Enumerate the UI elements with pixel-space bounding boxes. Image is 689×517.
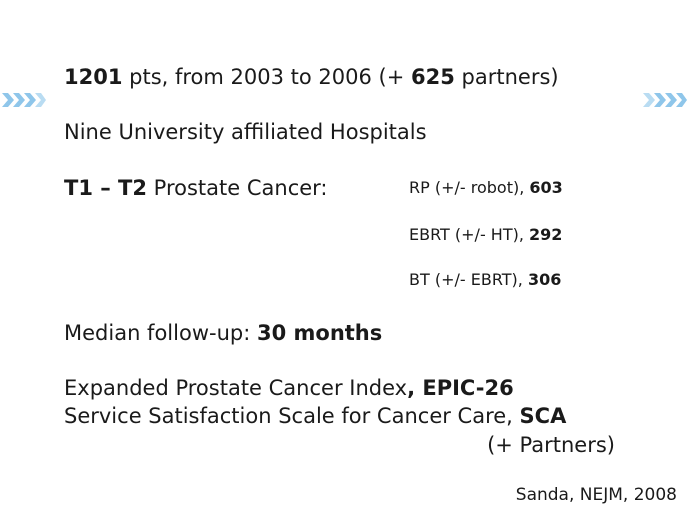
treatment-label: EBRT (+/- HT), xyxy=(409,225,530,244)
treatment-count: 306 xyxy=(527,270,562,289)
treatment-rp: RP (+/- robot), 603 xyxy=(409,178,563,198)
cancer-label: Prostate Cancer: xyxy=(147,176,328,200)
citation: Sanda, NEJM, 2008 xyxy=(515,485,677,505)
followup-label: Median follow-up: xyxy=(64,321,257,345)
instrument-label: Service Satisfaction Scale for Cancer Ca… xyxy=(64,404,520,428)
stage-label: T1 – T2 xyxy=(64,176,147,200)
stage-line: T1 – T2 Prostate Cancer: xyxy=(64,175,328,201)
partners-count: 625 xyxy=(411,65,455,89)
treatment-ebrt: EBRT (+/- HT), 292 xyxy=(409,225,562,245)
treatment-label: RP (+/- robot), xyxy=(409,178,530,197)
hospitals-line: Nine University affiliated Hospitals xyxy=(64,120,427,144)
patients-text: pts, from 2003 to 2006 (+ xyxy=(122,65,411,89)
partners-text: partners) xyxy=(454,65,559,89)
left-chevrons-icon xyxy=(2,92,46,108)
instrument-label: Expanded Prostate Cancer Index xyxy=(64,376,408,400)
treatment-label: BT (+/- EBRT), xyxy=(409,270,528,289)
partners-note: (+ Partners) xyxy=(487,433,615,457)
treatment-count: 603 xyxy=(529,178,563,197)
instrument-epic: Expanded Prostate Cancer Index, EPIC-26 xyxy=(64,375,514,401)
instrument-sca: Service Satisfaction Scale for Cancer Ca… xyxy=(64,403,566,429)
patients-line: 1201 pts, from 2003 to 2006 (+ 625 partn… xyxy=(64,64,559,90)
treatment-count: 292 xyxy=(529,225,563,244)
followup-line: Median follow-up: 30 months xyxy=(64,320,382,346)
instrument-abbr: SCA xyxy=(519,404,567,428)
patients-count: 1201 xyxy=(64,65,123,89)
treatment-bt: BT (+/- EBRT), 306 xyxy=(409,270,561,290)
instrument-abbr: , EPIC-26 xyxy=(407,376,514,400)
followup-value: 30 months xyxy=(256,321,383,345)
right-chevrons-icon xyxy=(643,92,687,108)
